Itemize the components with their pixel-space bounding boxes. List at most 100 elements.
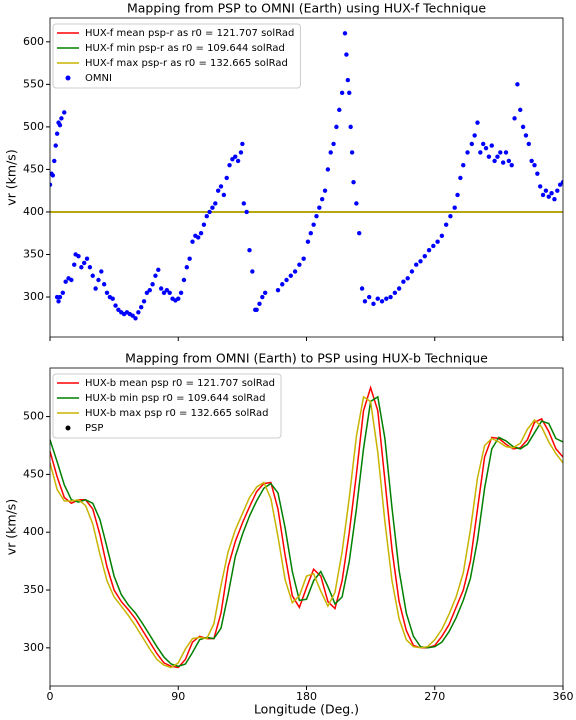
scatter-point <box>63 279 68 284</box>
scatter-point <box>348 124 353 130</box>
scatter-point <box>337 107 342 113</box>
scatter-point <box>301 256 306 261</box>
scatter-point <box>431 243 436 249</box>
scatter-point <box>546 194 551 199</box>
legend-swatch <box>65 425 71 431</box>
y-tick-label: 550 <box>23 77 44 90</box>
legend-label: HUX-f min psp-r as r0 = 109.644 solRad <box>85 43 285 54</box>
scatter-point <box>227 162 232 168</box>
scatter-point <box>260 294 265 300</box>
scatter-point <box>458 175 463 181</box>
scatter-point <box>158 286 164 291</box>
scatter-point <box>50 173 56 178</box>
scatter-point <box>523 133 529 138</box>
scatter-point <box>178 290 184 295</box>
scatter-point <box>325 167 331 172</box>
y-tick-label: 350 <box>23 583 44 596</box>
scatter-point <box>104 290 110 295</box>
y-tick-label: 450 <box>23 467 44 480</box>
scatter-point <box>328 150 333 155</box>
scatter-point <box>509 162 514 168</box>
scatter-point <box>213 201 218 206</box>
scatter-point <box>230 157 235 162</box>
scatter-point <box>529 158 534 164</box>
series-line <box>50 395 563 668</box>
scatter-point <box>215 188 221 193</box>
scatter-point <box>96 277 101 283</box>
scatter-point <box>196 235 201 240</box>
scatter-point <box>375 296 380 301</box>
scatter-point <box>357 231 362 236</box>
y-tick-label: 350 <box>23 247 44 260</box>
scatter-point <box>426 248 432 253</box>
scatter-point <box>331 141 336 147</box>
scatter-point <box>297 262 302 267</box>
scatter-point <box>101 282 107 287</box>
x-tick-label: 270 <box>424 690 445 703</box>
scatter-point <box>543 188 549 193</box>
scatter-point <box>359 286 365 291</box>
scatter-point <box>210 205 215 210</box>
y-tick-label: 500 <box>23 410 44 423</box>
scatter-point <box>184 265 189 270</box>
scatter-point <box>347 90 352 96</box>
scatter-point <box>345 77 351 83</box>
scatter-point <box>93 286 98 291</box>
scatter-point <box>379 299 385 304</box>
scatter-point <box>414 262 419 267</box>
scatter-point <box>141 299 147 304</box>
scatter-point <box>275 288 281 293</box>
scatter-point <box>187 256 192 261</box>
scatter-point <box>292 269 298 274</box>
scatter-point <box>56 299 61 304</box>
scatter-point <box>247 248 252 253</box>
scatter-point <box>90 273 95 278</box>
scatter-point <box>319 196 325 202</box>
legend-frame <box>52 23 301 89</box>
plot-area <box>50 31 563 321</box>
scatter-point <box>84 256 90 261</box>
scatter-point <box>284 277 289 283</box>
scatter-point <box>244 209 249 215</box>
scatter-point <box>238 150 244 155</box>
scatter-point <box>257 301 262 307</box>
plot-area <box>50 385 563 669</box>
scatter-point <box>161 290 167 295</box>
subplot: Mapping from PSP to OMNI (Earth) using H… <box>4 1 564 341</box>
scatter-point <box>552 196 557 202</box>
scatter-point <box>448 214 453 219</box>
scatter-point <box>489 143 494 148</box>
scatter-point <box>50 182 53 187</box>
scatter-point <box>167 290 172 295</box>
scatter-point <box>342 31 348 36</box>
chart-title: Mapping from OMNI (Earth) to PSP using H… <box>125 351 488 366</box>
scatter-point <box>515 82 520 87</box>
scatter-point <box>314 214 319 219</box>
scatter-point <box>241 201 246 206</box>
scatter-point <box>76 253 81 259</box>
scatter-point <box>512 116 517 121</box>
scatter-point <box>500 160 506 165</box>
scatter-point <box>139 305 144 310</box>
scatter-point <box>483 145 489 151</box>
y-axis-label: vr (km/s) <box>4 149 19 205</box>
scatter-point <box>72 262 77 267</box>
series-line <box>50 395 563 669</box>
scatter-point <box>144 290 150 295</box>
scatter-point <box>520 124 526 130</box>
scatter-point <box>472 133 477 138</box>
scatter-point <box>311 222 316 227</box>
scatter-point <box>388 294 393 300</box>
scatter-point <box>62 110 67 115</box>
scatter-point <box>461 162 466 168</box>
y-tick-label: 400 <box>23 525 44 538</box>
scatter-point <box>52 158 57 164</box>
scatter-point <box>538 184 543 189</box>
scatter-point <box>498 150 503 155</box>
y-tick-label: 600 <box>23 35 44 48</box>
subplot: Mapping from OMNI (Earth) to PSP using H… <box>4 351 574 717</box>
scatter-point <box>452 205 457 210</box>
scatter-point <box>481 141 486 147</box>
scatter-point <box>99 269 104 274</box>
scatter-point <box>221 192 227 198</box>
